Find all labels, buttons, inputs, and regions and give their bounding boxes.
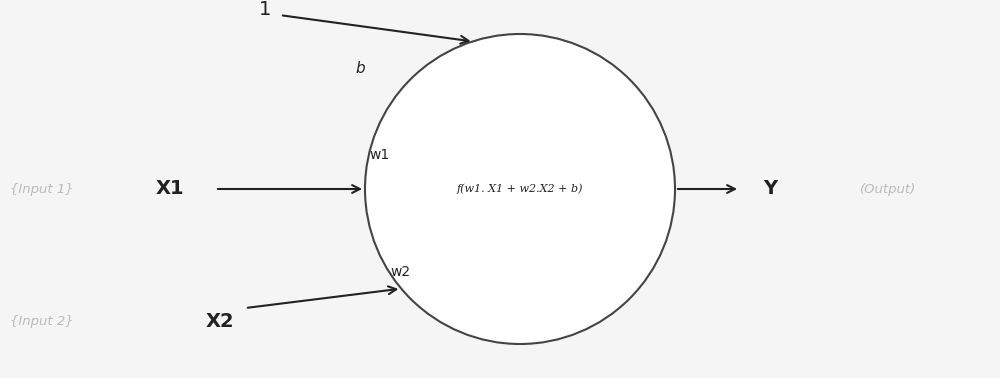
Text: {Input 2}: {Input 2} — [10, 315, 74, 328]
Text: f(w1. X1 + w2.X2 + b): f(w1. X1 + w2.X2 + b) — [457, 184, 583, 194]
Ellipse shape — [365, 34, 675, 344]
Text: X2: X2 — [206, 312, 234, 331]
Text: {Input 1}: {Input 1} — [10, 183, 74, 195]
Text: 1: 1 — [259, 0, 271, 19]
Text: b: b — [355, 60, 365, 76]
Text: X1: X1 — [156, 180, 184, 198]
Text: Y: Y — [763, 180, 777, 198]
Text: w1: w1 — [370, 148, 390, 162]
Text: w2: w2 — [390, 265, 410, 279]
Text: (Output): (Output) — [860, 183, 916, 195]
